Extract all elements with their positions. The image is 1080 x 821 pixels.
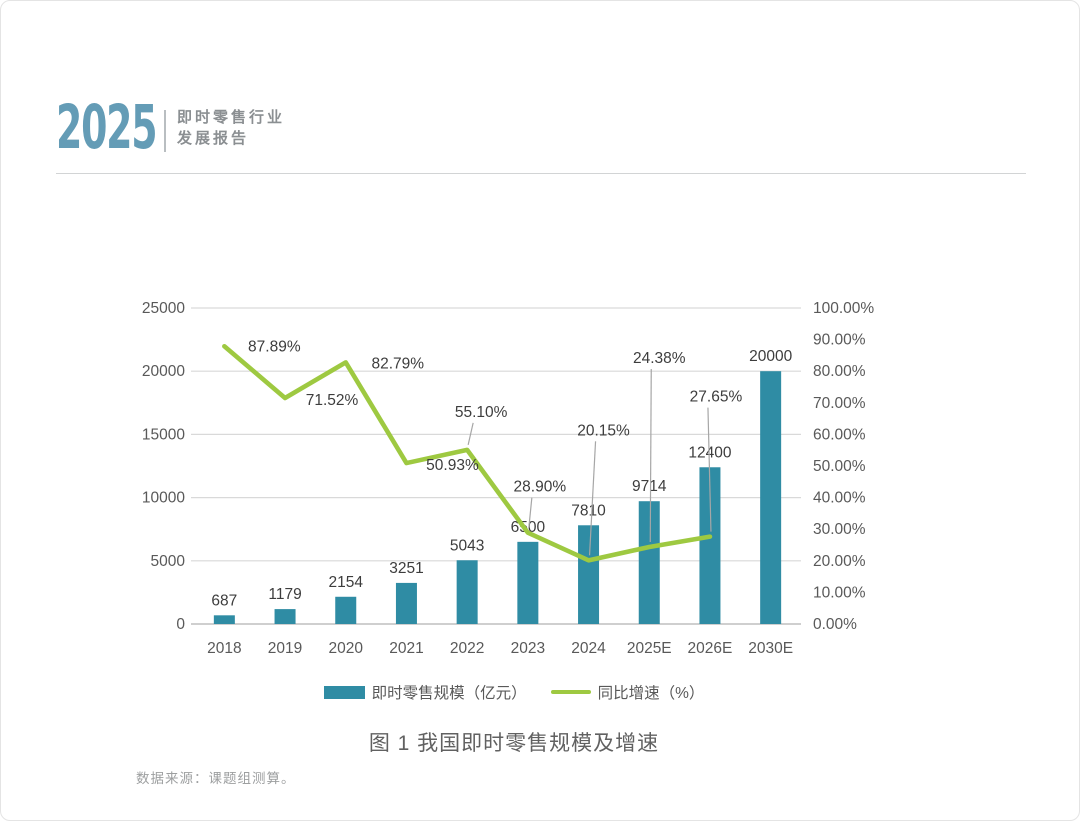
bar-value-label: 2154: [329, 574, 364, 591]
bar-value-label: 20000: [749, 348, 792, 365]
legend-line-label: 同比增速（%）: [597, 685, 705, 702]
bar-series-swatch: [323, 685, 365, 699]
label-leader-line: [707, 407, 712, 532]
x-axis-label: 2021: [389, 640, 423, 657]
x-axis-label: 2030E: [748, 640, 793, 657]
line-value-label: 82.79%: [371, 355, 424, 372]
x-axis-label: 2024: [571, 640, 606, 657]
bar-value-label: 5043: [450, 537, 484, 554]
growth-rate-line: [222, 343, 713, 563]
bar-value-label: 687: [211, 592, 237, 609]
bar-2026E: [699, 467, 721, 624]
report-brand: 2025 即时零售行业 发展报告: [56, 92, 282, 163]
bar-value-label: 9714: [632, 478, 667, 495]
left-axis-label: 20000: [142, 363, 185, 380]
line-value-label: 55.10%: [455, 404, 508, 421]
line-value-label: 28.90%: [514, 479, 567, 496]
right-axis-label: 90.00%: [813, 332, 866, 349]
right-axis-label: 0.00%: [813, 616, 857, 633]
line-value-label: 71.52%: [306, 392, 359, 409]
bar-value-label: 7810: [571, 502, 606, 519]
bar-value-label: 12400: [688, 444, 731, 461]
line-value-label: 87.89%: [248, 338, 301, 355]
bar-2025E: [638, 501, 660, 624]
bar-2019: [274, 609, 296, 624]
line-value-label: 24.38%: [633, 350, 686, 367]
bar-2018: [213, 615, 235, 624]
legend-item-line: 同比增速（%）: [550, 681, 705, 703]
bar-value-label: 1179: [268, 586, 301, 603]
right-axis-label: 100.00%: [813, 300, 874, 317]
right-axis-label: 80.00%: [813, 363, 866, 380]
x-axis-label: 2025E: [627, 640, 672, 657]
line-value-label: 20.15%: [577, 422, 630, 439]
right-axis-label: 50.00%: [813, 458, 866, 475]
brand-divider: [164, 110, 166, 152]
line-value-label: 50.93%: [426, 457, 479, 474]
left-axis-label: 5000: [151, 553, 186, 570]
figure-caption: 图 1 我国即时零售规模及增速: [368, 732, 660, 755]
bar-2024: [578, 525, 600, 624]
right-axis-label: 70.00%: [813, 395, 866, 412]
legend-bar-label: 即时零售规模（亿元）: [371, 685, 527, 702]
x-axis-label: 2022: [450, 640, 484, 657]
bar-value-label: 3251: [389, 560, 423, 577]
line-series-swatch: [550, 689, 591, 695]
brand-subtitle-line2: 发展报告: [177, 130, 250, 147]
right-axis-label: 30.00%: [813, 521, 866, 538]
label-leader-line: [588, 441, 597, 556]
chart-legend: 即时零售规模（亿元） 同比增速（%）: [1, 681, 1027, 703]
brand-subtitle: 即时零售行业 发展报告: [177, 107, 285, 149]
bar-2021: [395, 582, 417, 624]
x-axis-label: 2023: [511, 640, 545, 657]
legend-item-bar: 即时零售规模（亿元）: [323, 681, 527, 703]
x-axis-label: 2020: [329, 640, 364, 657]
x-axis-label: 2019: [268, 640, 302, 657]
x-axis-label: 2026E: [688, 640, 733, 657]
bar-2030E: [760, 371, 782, 624]
brand-subtitle-line1: 即时零售行业: [177, 109, 286, 126]
header-divider: [56, 173, 1026, 174]
right-axis-label: 60.00%: [813, 426, 866, 443]
year-logo: 2025: [56, 92, 158, 163]
left-axis-label: 25000: [142, 300, 185, 317]
x-axis-label: 2018: [207, 640, 241, 657]
line-value-label: 27.65%: [690, 389, 743, 406]
label-leader-line: [528, 497, 533, 528]
bar-2022: [456, 560, 478, 624]
data-source-note: 数据来源：课题组测算。: [136, 771, 296, 786]
right-axis-label: 10.00%: [813, 584, 866, 601]
bar-2020: [335, 596, 357, 624]
left-axis-label: 15000: [142, 426, 185, 443]
left-axis-label: 0: [176, 616, 185, 633]
label-leader-line: [467, 422, 474, 446]
label-leader-line: [649, 368, 652, 542]
right-axis-label: 40.00%: [813, 490, 866, 507]
right-axis-label: 20.00%: [813, 553, 866, 570]
bar-2023: [517, 541, 539, 624]
left-axis-label: 10000: [142, 490, 185, 507]
